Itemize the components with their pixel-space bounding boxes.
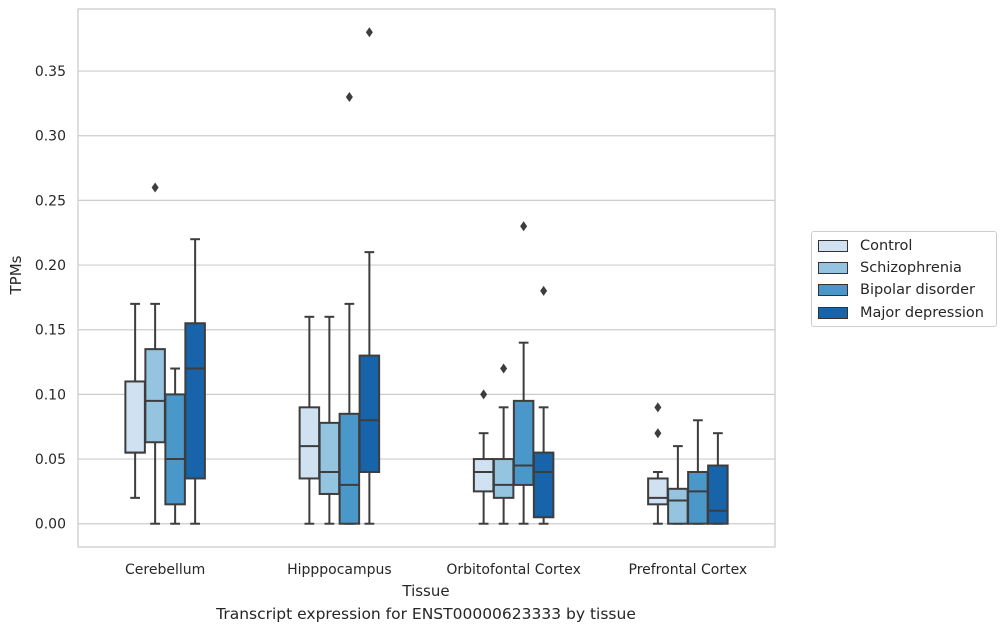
box-iqr [298, 406, 321, 480]
legend-item-bipolar-disorder: Bipolar disorder [818, 280, 975, 300]
y-tick-label: 0.25 [35, 193, 66, 209]
outlier-point [654, 402, 662, 413]
legend-label-major-depression: Major depression [860, 305, 984, 321]
box-iqr [338, 412, 361, 525]
outlier-point [151, 182, 159, 193]
box-schizophrenia [144, 182, 166, 525]
box-iqr [687, 470, 709, 525]
x-axis-label: Tissue [401, 582, 449, 600]
box-iqr [124, 380, 146, 454]
x-tick-label: Orbitofontal Cortex [446, 562, 581, 578]
box-bipolar-disorder [687, 419, 709, 525]
legend-label-bipolar-disorder: Bipolar disorder [860, 282, 975, 298]
box-major-depression [184, 238, 206, 525]
y-tick-label: 0.30 [35, 129, 66, 145]
box-control [124, 302, 146, 499]
box-iqr [358, 354, 381, 473]
legend-label-control: Control [860, 238, 913, 254]
plot-frame [77, 8, 776, 548]
box-iqr [647, 477, 669, 506]
box-major-depression [707, 432, 729, 525]
box-control [647, 402, 669, 525]
box-iqr [318, 421, 341, 495]
legend-label-schizophrenia: Schizophrenia [860, 260, 962, 276]
box-major-depression [358, 27, 381, 525]
box-control [298, 315, 321, 525]
legend-swatch-bipolar-disorder [818, 284, 848, 296]
x-tick-label: Cerebellum [125, 562, 205, 578]
outlier-point [520, 221, 528, 232]
box-major-depression [532, 285, 555, 525]
outlier-point [345, 91, 353, 102]
legend-swatch-major-depression [818, 307, 848, 319]
box-bipolar-disorder [512, 221, 535, 525]
y-tick-labels: 0.00 0.05 0.10 0.15 0.20 0.25 0.30 0.35 [35, 64, 66, 533]
box-iqr [532, 451, 555, 519]
y-tick-label: 0.20 [35, 258, 66, 274]
legend-item-schizophrenia: Schizophrenia [818, 258, 962, 278]
legend-item-major-depression: Major depression [818, 303, 984, 323]
box-schizophrenia [318, 315, 341, 525]
box-iqr [184, 322, 206, 480]
y-tick-label: 0.00 [35, 517, 66, 533]
y-tick-label: 0.35 [35, 64, 66, 80]
y-tick-label: 0.15 [35, 323, 66, 339]
outlier-point [540, 285, 548, 296]
plot-boxes [124, 27, 729, 525]
y-axis-label: TPMs [7, 255, 25, 295]
outlier-point [480, 389, 488, 400]
x-tick-label: Hipppocampus [287, 562, 392, 578]
x-tick-labels: Cerebellum Hipppocampus Orbitofontal Corte… [125, 562, 747, 578]
legend-swatch-control [818, 240, 848, 252]
box-iqr [667, 487, 689, 525]
outlier-point [500, 363, 508, 374]
legend: Control Schizophrenia Bipolar disorder M… [811, 231, 997, 327]
box-bipolar-disorder [164, 367, 186, 525]
x-tick-label: Prefrontal Cortex [629, 562, 748, 578]
box-iqr [512, 399, 535, 486]
legend-item-control: Control [818, 236, 912, 256]
y-tick-label: 0.10 [35, 387, 66, 403]
box-bipolar-disorder [338, 91, 361, 525]
outlier-point [365, 27, 373, 38]
box-iqr [707, 464, 729, 525]
outlier-point [654, 428, 662, 439]
box-iqr [492, 458, 515, 499]
box-iqr [472, 458, 495, 493]
chart-caption: Transcript expression for ENST0000062333… [216, 605, 636, 623]
box-schizophrenia [492, 363, 515, 525]
box-iqr [144, 348, 166, 444]
box-schizophrenia [667, 445, 689, 525]
y-tick-label: 0.05 [35, 452, 66, 468]
legend-swatch-schizophrenia [818, 262, 848, 274]
box-control [472, 389, 495, 525]
box-iqr [164, 393, 186, 506]
